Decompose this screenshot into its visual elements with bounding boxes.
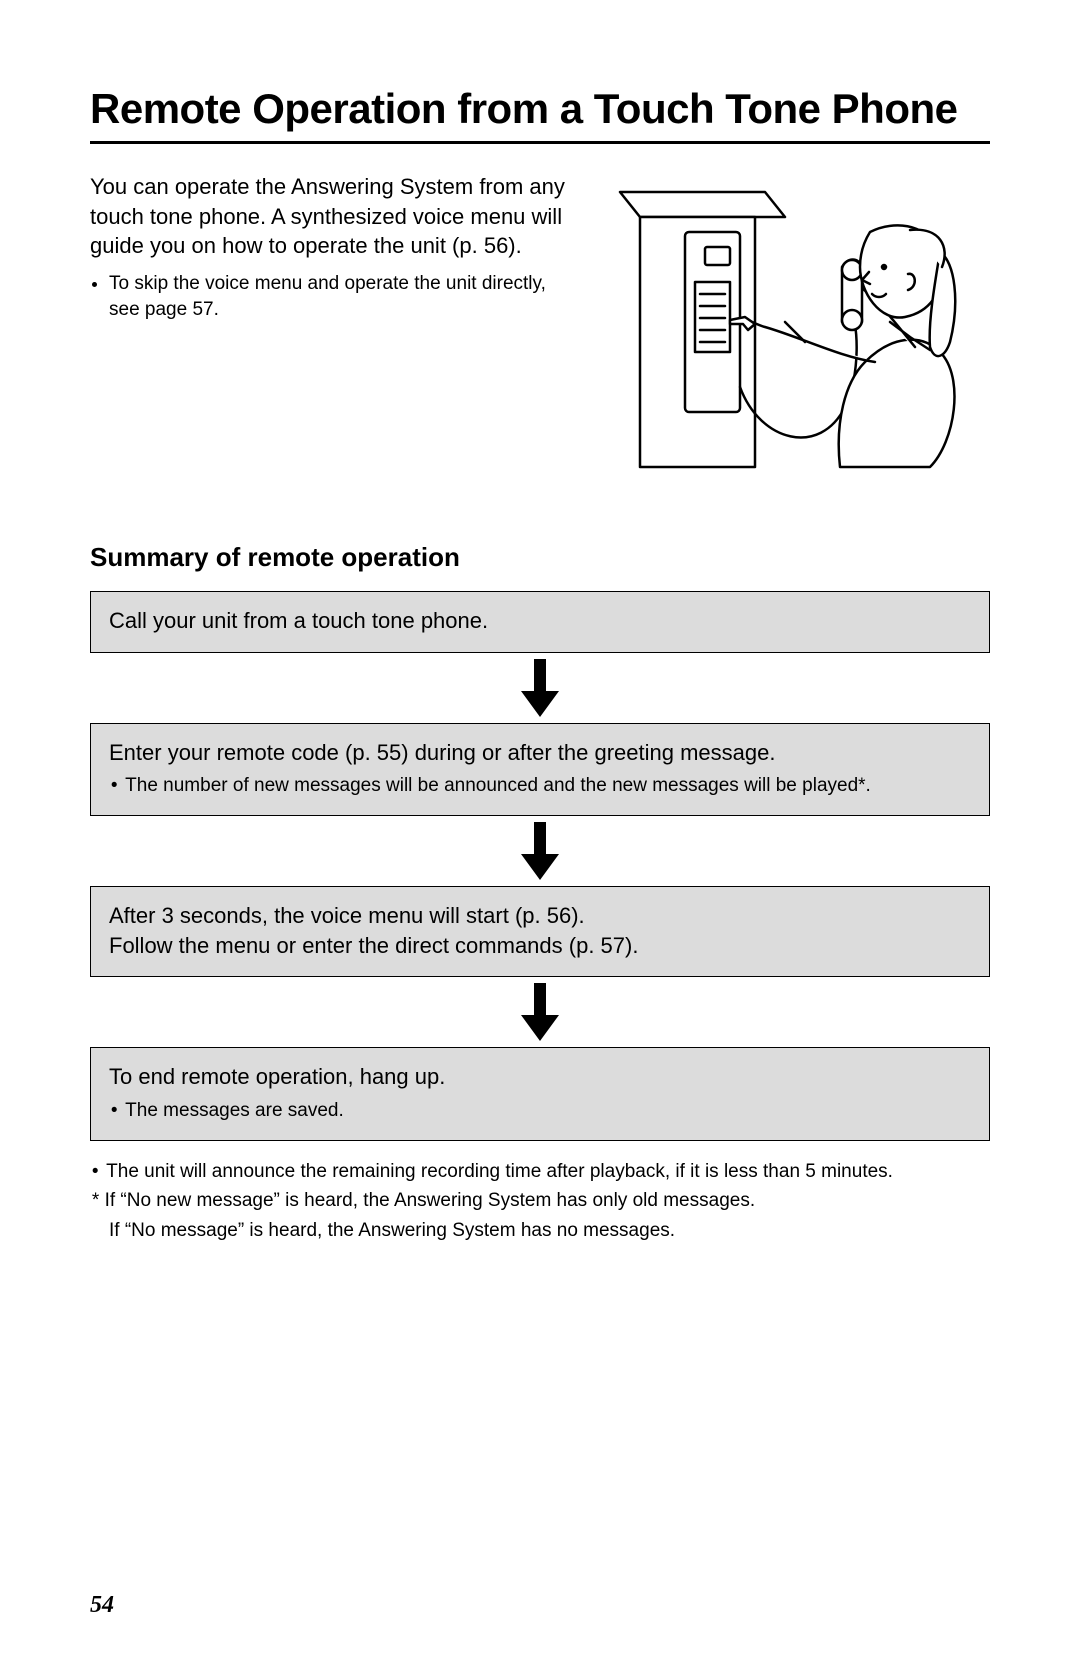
flow-arrow <box>521 816 559 886</box>
down-arrow-icon <box>521 822 559 880</box>
woman-using-payphone-icon <box>610 172 990 482</box>
step-secondary: The number of new messages will be annou… <box>109 773 971 799</box>
flow-arrow <box>521 977 559 1047</box>
intro-paragraph: You can operate the Answering System fro… <box>90 172 580 261</box>
down-arrow-icon <box>521 659 559 717</box>
footnotes: The unit will announce the remaining rec… <box>90 1159 990 1244</box>
footnote-star-2: If “No message” is heard, the Answering … <box>90 1218 990 1244</box>
footnote-star-1: * If “No new message” is heard, the Answ… <box>90 1188 990 1214</box>
step-secondary: The messages are saved. <box>109 1098 971 1124</box>
step-primary: To end remote operation, hang up. <box>109 1062 971 1092</box>
flow-arrow <box>521 653 559 723</box>
flow-step: After 3 seconds, the voice menu will sta… <box>90 886 990 977</box>
summary-flow: Call your unit from a touch tone phone. … <box>90 591 990 1141</box>
step-primary: Call your unit from a touch tone phone. <box>109 606 971 636</box>
payphone-illustration <box>610 172 990 482</box>
intro-bullets: To skip the voice menu and operate the u… <box>90 271 580 322</box>
flow-step: To end remote operation, hang up. The me… <box>90 1047 990 1140</box>
intro-text: You can operate the Answering System fro… <box>90 172 580 322</box>
page-title: Remote Operation from a Touch Tone Phone <box>90 85 990 133</box>
summary-heading: Summary of remote operation <box>90 542 990 573</box>
step-primary: After 3 seconds, the voice menu will sta… <box>109 901 971 960</box>
step-primary: Enter your remote code (p. 55) during or… <box>109 738 971 768</box>
down-arrow-icon <box>521 983 559 1041</box>
manual-page: Remote Operation from a Touch Tone Phone… <box>0 0 1080 1669</box>
footnote-bullet: The unit will announce the remaining rec… <box>90 1159 990 1185</box>
flow-step: Call your unit from a touch tone phone. <box>90 591 990 653</box>
flow-step: Enter your remote code (p. 55) during or… <box>90 723 990 816</box>
intro-row: You can operate the Answering System fro… <box>90 172 990 482</box>
title-rule <box>90 141 990 144</box>
intro-bullet-item: To skip the voice menu and operate the u… <box>109 271 580 322</box>
page-number: 54 <box>90 1592 114 1619</box>
